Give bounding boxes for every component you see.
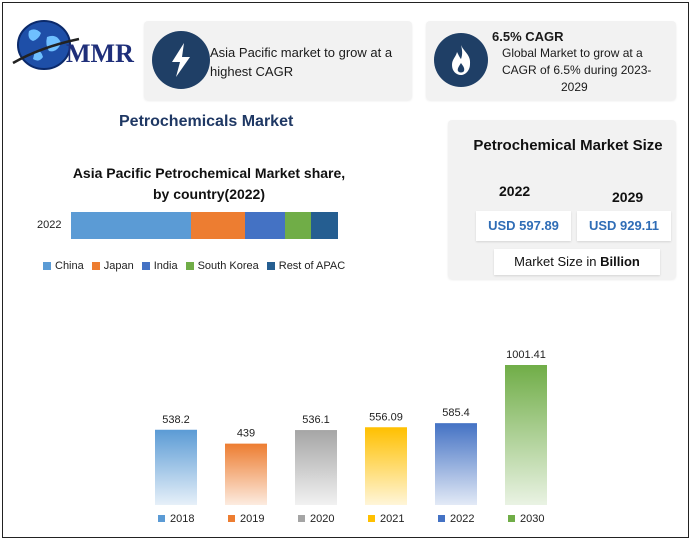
legend-label: India [153,260,178,272]
market-size-unit-prefix: Market Size in [514,254,601,269]
share-chart-category-label: 2022 [37,219,62,231]
cagr-text-line1: Global Market to grow at a [502,46,643,60]
share-bar-segment-china [71,212,192,239]
cagr-text-line2: CAGR of 6.5% during 2023- [502,63,652,77]
year-legend-label: 2020 [310,513,334,525]
market-size-unit-bold: Billion [600,254,640,269]
bar-value-label: 538.2 [162,414,190,426]
year-legend-swatch [368,515,375,522]
asia-pacific-card: Asia Pacific market to grow at a highest… [144,21,412,100]
year-legend-label: 2030 [520,513,544,525]
year-legend-label: 2018 [170,513,194,525]
year-legend-label: 2021 [380,513,404,525]
year-legend-swatch [228,515,235,522]
year-legend-swatch [158,515,165,522]
share-bar-segment-rest-of-apac [311,212,338,239]
legend-swatch [141,262,150,270]
legend-item-rest-of-apac: Rest of APAC [266,260,346,272]
legend-item-japan: Japan [91,260,134,272]
market-size-year-2029: 2029 [612,189,644,205]
legend-swatch [43,262,51,270]
market-size-bar-chart: 538.2 2018 439 2019 536.1 2020 556.09 2021 585.4… [155,349,547,525]
legend-item-china: China [43,260,84,272]
share-chart-title: Asia Pacific Petrochemical Market share,… [72,165,346,202]
lightning-icon [152,31,210,89]
share-bar-segment-japan [191,212,245,239]
share-bar-segment-india [244,212,285,239]
year-legend-swatch [508,515,515,522]
bar-2019 [225,443,267,505]
legend-swatch [266,262,275,270]
cagr-card: 6.5% CAGR Global Market to grow at a CAG… [426,21,676,100]
legend-label: South Korea [197,260,259,272]
logo-text: MMR [66,39,134,68]
legend-item-south-korea: South Korea [185,260,259,272]
cagr-text-line3: 2029 [561,80,588,94]
bar-2018 [155,429,197,505]
year-legend-label: 2019 [240,513,264,525]
bar-value-label: 536.1 [302,414,330,426]
year-legend-swatch [298,515,305,522]
bar-2022 [435,423,477,505]
legend-item-india: India [141,260,178,272]
bar-value-label: 556.09 [369,411,403,423]
legend-label: China [55,260,84,272]
legend-swatch [91,262,100,270]
cagr-title: 6.5% CAGR [492,29,564,44]
year-legend-swatch [438,515,445,522]
bar-value-label: 1001.41 [506,349,546,361]
year-legend-label: 2022 [450,513,474,525]
bar-2030 [505,365,547,505]
globe-icon [12,20,80,70]
bar-value-label: 585.4 [442,407,470,419]
main-title: Petrochemicals Market [119,113,294,130]
legend-swatch [185,262,194,270]
flame-icon [434,33,488,87]
legend-label: Japan [103,260,134,272]
asia-pacific-text: Asia Pacific market to grow at a highest… [210,45,393,79]
bar-value-label: 439 [237,428,255,440]
market-size-year-2022: 2022 [499,183,531,199]
mmr-logo [11,17,141,77]
share-chart-legend: China Japan India South Korea Rest of APAC [43,260,353,272]
market-size-value-2022: USD 597.89 [476,211,571,241]
legend-label: Rest of APAC [278,260,346,272]
market-size-title: Petrochemical Market Size [473,137,663,154]
market-size-value-2029: USD 929.11 [577,211,671,241]
share-bar-segment-south-korea [284,212,312,239]
market-size-unit: Market Size in Billion [494,249,660,275]
bar-2020 [295,430,337,505]
bar-2021 [365,427,407,505]
